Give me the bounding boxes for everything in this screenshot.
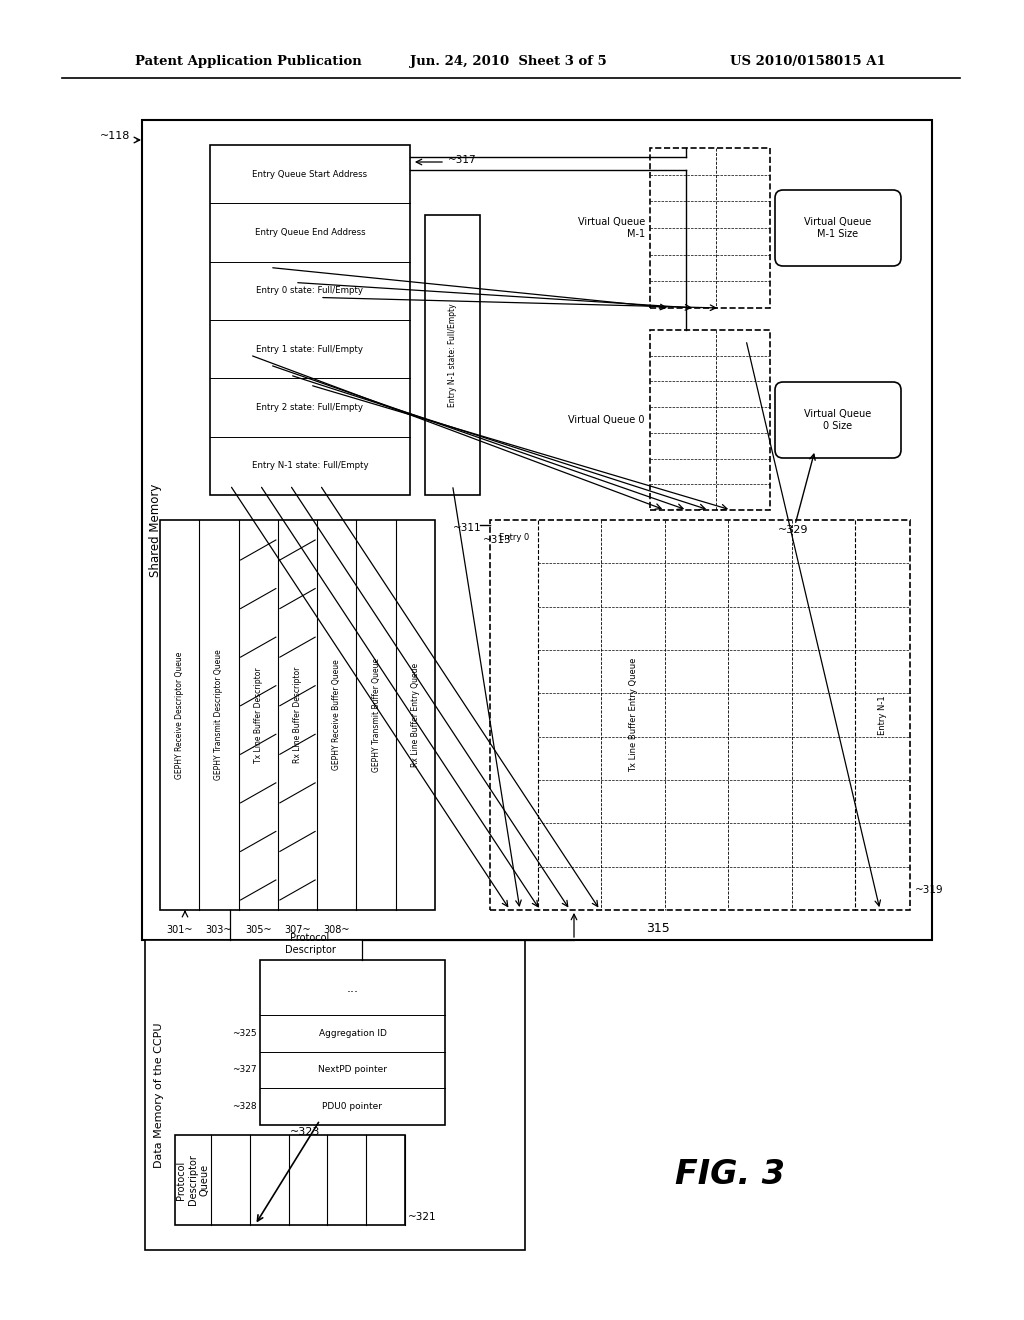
Text: Entry N-1: Entry N-1	[878, 696, 887, 735]
FancyBboxPatch shape	[775, 381, 901, 458]
Text: Data Memory of the CCPU: Data Memory of the CCPU	[154, 1022, 164, 1168]
Text: ~327: ~327	[232, 1065, 257, 1074]
Text: Shared Memory: Shared Memory	[148, 483, 162, 577]
Bar	[175, 1135, 406, 1225]
Text: 315: 315	[646, 921, 670, 935]
Text: Tx Line Buffer Descriptor: Tx Line Buffer Descriptor	[254, 667, 263, 763]
Text: 307~: 307~	[285, 925, 311, 935]
Text: Entry 0 state: Full/Empty: Entry 0 state: Full/Empty	[256, 286, 364, 296]
Text: Entry Queue End Address: Entry Queue End Address	[255, 228, 366, 238]
Bar	[160, 520, 435, 909]
Text: GEPHY Receive Descriptor Queue: GEPHY Receive Descriptor Queue	[175, 651, 184, 779]
Text: Tx Line Buffer Entry Queue: Tx Line Buffer Entry Queue	[629, 657, 638, 772]
Text: Entry N-1 state: Full/Empty: Entry N-1 state: Full/Empty	[449, 304, 457, 407]
Text: Virtual Queue 0: Virtual Queue 0	[568, 414, 645, 425]
Text: Entry 2 state: Full/Empty: Entry 2 state: Full/Empty	[256, 403, 364, 412]
Text: Rx Line Buffer Descriptor: Rx Line Buffer Descriptor	[293, 667, 302, 763]
Text: 303~: 303~	[206, 925, 232, 935]
Text: Virtual Queue
M-1: Virtual Queue M-1	[578, 218, 645, 239]
Text: ~325: ~325	[232, 1028, 257, 1038]
Text: Jun. 24, 2010  Sheet 3 of 5: Jun. 24, 2010 Sheet 3 of 5	[410, 55, 607, 69]
Text: 301~: 301~	[166, 925, 193, 935]
Text: ...: ...	[346, 982, 358, 994]
Text: Patent Application Publication: Patent Application Publication	[135, 55, 361, 69]
Text: Virtual Queue
M-1 Size: Virtual Queue M-1 Size	[805, 218, 871, 239]
Text: FIG. 3: FIG. 3	[675, 1159, 785, 1192]
Bar	[142, 120, 932, 940]
Bar	[650, 330, 770, 510]
Text: PDU0 pointer: PDU0 pointer	[323, 1102, 383, 1111]
Text: Protocol
Descriptor
Queue: Protocol Descriptor Queue	[176, 1155, 210, 1205]
Text: US 2010/0158015 A1: US 2010/0158015 A1	[730, 55, 886, 69]
Text: ~319: ~319	[915, 884, 944, 895]
Text: ~311: ~311	[454, 523, 482, 533]
Text: 308~: 308~	[324, 925, 350, 935]
Text: ~323: ~323	[290, 1127, 321, 1138]
Bar	[425, 215, 480, 495]
Text: ~118: ~118	[99, 131, 130, 141]
Text: ~321: ~321	[408, 1212, 436, 1222]
Text: Entry N-1 state: Full/Empty: Entry N-1 state: Full/Empty	[252, 461, 369, 470]
FancyBboxPatch shape	[775, 190, 901, 267]
Bar	[490, 520, 910, 909]
Text: Rx Line Buffer Entry Queue: Rx Line Buffer Entry Queue	[411, 663, 420, 767]
Text: NextPD pointer: NextPD pointer	[318, 1065, 387, 1074]
Text: ~313: ~313	[483, 535, 512, 545]
Bar	[260, 960, 445, 1125]
Text: GEPHY Transmit Descriptor Queue: GEPHY Transmit Descriptor Queue	[214, 649, 223, 780]
Text: Entry 0: Entry 0	[499, 533, 529, 543]
Text: Protocol
Descriptor: Protocol Descriptor	[285, 933, 336, 954]
Text: GEPHY Receive Buffer Queue: GEPHY Receive Buffer Queue	[332, 660, 341, 771]
Text: Entry 1 state: Full/Empty: Entry 1 state: Full/Empty	[256, 345, 364, 354]
Text: ~329: ~329	[778, 525, 809, 535]
Text: 305~: 305~	[245, 925, 271, 935]
Text: ~328: ~328	[232, 1102, 257, 1111]
Bar	[145, 940, 525, 1250]
Text: Entry Queue Start Address: Entry Queue Start Address	[253, 170, 368, 178]
Bar	[650, 148, 770, 308]
Text: Virtual Queue
0 Size: Virtual Queue 0 Size	[805, 409, 871, 430]
Text: ~317: ~317	[449, 154, 476, 165]
Text: GEPHY Transmit Buffer Queue: GEPHY Transmit Buffer Queue	[372, 657, 381, 772]
Bar	[210, 145, 410, 495]
Text: Aggregation ID: Aggregation ID	[318, 1028, 386, 1038]
